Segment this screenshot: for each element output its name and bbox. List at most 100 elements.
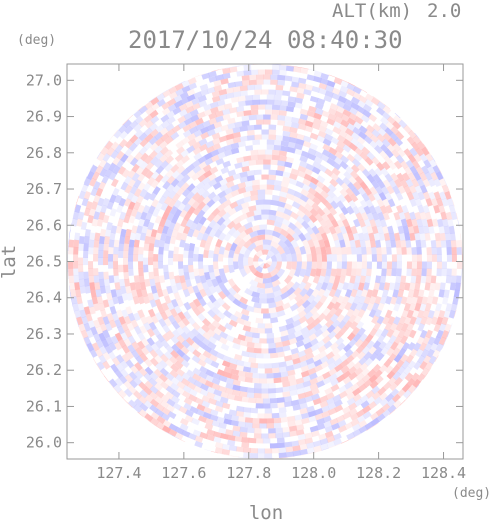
radar-cell [321,213,330,223]
radar-cell [407,341,416,351]
radar-cell [347,117,356,126]
radar-cell [87,299,94,308]
radar-cell [311,387,320,396]
radar-cell [370,417,380,427]
radar-cell [144,119,154,129]
radar-cell [411,178,420,188]
radar-cell [410,372,420,382]
radar-cell [284,75,293,82]
radar-cell [385,296,393,305]
radar-cell [400,275,407,284]
radar-cell [266,94,275,100]
radar-cell [145,106,155,116]
radar-cell [381,246,387,255]
radar-cell [451,268,457,277]
radar-cell [276,310,286,317]
radar-cell [78,243,84,251]
radar-cell [155,124,165,133]
radar-cell [374,167,383,177]
radar-cell [277,206,286,214]
radar-cell [119,235,126,244]
radar-cell [323,95,333,103]
radar-cell [186,191,195,201]
radar-cell [278,110,287,117]
radar-cell [372,123,382,132]
radar-cell [371,246,377,255]
radar-cell [369,218,377,228]
radar-cell [370,97,380,106]
radar-cell [340,268,347,277]
radar-cell [334,288,342,298]
radar-cell [349,320,359,330]
radar-cell [272,64,280,71]
radar-cell [181,339,191,349]
radar-cell [358,218,366,228]
radar-cell [272,104,280,111]
radar-cell [108,275,115,284]
radar-cell [263,199,271,205]
radar-cell [77,257,84,266]
radar-cell [386,247,392,255]
radar-cell [253,276,264,284]
radar-cell [246,170,255,177]
radar-cell [354,116,364,125]
radar-cell [249,279,259,288]
radar-cell [254,124,262,130]
radar-cell [209,348,219,357]
radar-cell [316,380,325,388]
radar-cell [227,434,236,441]
radar-cell [229,242,238,252]
radar-cell [325,268,332,277]
radar-cell [445,303,453,312]
radar-cell [361,192,370,202]
radar-cell [444,232,451,241]
radar-cell [242,325,252,332]
radar-cell [265,189,273,195]
radar-cell [271,230,282,239]
radar-cell [188,120,198,129]
radar-cell [354,398,364,407]
radar-cell [439,191,447,201]
radar-cell [166,183,175,193]
radar-cell [339,275,346,284]
radar-cell [128,239,135,248]
radar-cell [416,336,425,346]
radar-cell [378,232,386,241]
radar-cell [224,242,233,252]
radar-cell [380,144,389,153]
radar-cell [145,343,154,353]
radar-cell [139,160,149,170]
radar-cell [268,388,276,394]
radar-cell [261,433,269,439]
radar-cell [177,311,186,321]
radar-cell [177,261,184,269]
radar-cell [351,164,360,174]
radar-cell [76,218,83,227]
radar-cell [198,161,208,170]
radar-cell [330,200,339,210]
radar-cell [96,152,106,162]
radar-cell [203,108,213,117]
radar-cell [300,188,310,197]
radar-cell [172,402,182,411]
radar-cell [436,329,444,339]
radar-cell [394,178,403,188]
radar-cell [161,407,171,416]
radar-cell [133,325,142,335]
radar-cell [326,212,336,222]
radar-cell [202,182,212,192]
radar-cell [425,152,434,162]
radar-cell [140,315,148,325]
radar-cell [338,390,348,399]
radar-cell [275,170,284,177]
radar-cell [203,264,209,273]
radar-cell [164,378,174,387]
radar-cell [173,246,180,255]
radar-cell [193,215,202,225]
radar-cell [342,176,352,186]
radar-cell [254,89,262,95]
radar-cell [338,212,347,222]
radar-cell [282,391,291,398]
radar-cell [159,239,166,248]
radar-cell [248,264,258,275]
